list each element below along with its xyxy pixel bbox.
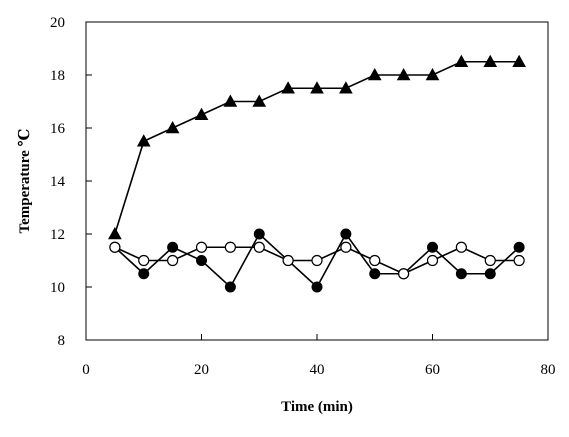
series-layer	[108, 54, 526, 293]
triangle-point	[108, 226, 122, 240]
open-circle-point	[426, 254, 439, 267]
y-tick-label: 8	[58, 333, 66, 349]
open-circle-point	[484, 254, 496, 267]
x-tick-label: 60	[425, 362, 440, 378]
open-circle-point	[455, 241, 467, 253]
filled-circle-point	[311, 281, 323, 293]
triangle-series	[108, 54, 526, 240]
y-tick-label: 14	[50, 174, 66, 190]
open-circle-point	[195, 241, 208, 253]
triangle-point	[454, 54, 469, 68]
triangle-point	[281, 81, 295, 94]
open-circle-point	[253, 241, 265, 253]
filled-circle-point	[455, 268, 467, 280]
open-circle-point	[369, 254, 381, 267]
filled-circle-point	[484, 268, 496, 280]
triangle-point	[425, 67, 440, 81]
open-circle-point	[167, 254, 179, 267]
open-circle-point	[513, 254, 525, 267]
filled-circle-point	[340, 228, 352, 240]
x-tick-label: 80	[541, 362, 556, 378]
triangle-point	[194, 107, 209, 121]
filled-circle-point	[253, 228, 265, 240]
triangle-point	[339, 81, 353, 94]
open-circle-point	[340, 241, 352, 253]
open-circle-point	[282, 254, 294, 267]
open-circle-point	[224, 241, 236, 253]
filled-circle-point	[138, 268, 150, 280]
filled-circle-point	[513, 241, 525, 253]
open-circle-point	[311, 254, 323, 267]
x-tick-label: 0	[82, 362, 90, 378]
y-tick-label: 12	[50, 227, 65, 243]
open-circle-point	[398, 268, 410, 280]
triangle-point	[136, 134, 151, 147]
triangle-point	[252, 94, 267, 107]
filled-circle-point	[224, 281, 236, 293]
filled-circle-point	[427, 241, 438, 253]
y-tick-label: 10	[50, 280, 65, 296]
y-tick-label: 20	[50, 15, 65, 31]
filled-circle-point	[167, 241, 179, 253]
open-circle-point	[109, 241, 121, 253]
ticks-layer: 0 20 40 60 80 8 10 12 14 16 18 20	[50, 15, 556, 378]
open-circle-series	[109, 241, 525, 280]
triangle-point	[483, 54, 498, 68]
open-circle-point	[138, 254, 150, 267]
x-tick-label: 40	[310, 362, 325, 378]
filled-circle-point	[196, 255, 207, 266]
y-axis-title: Temperature ℃	[17, 128, 33, 233]
triangle-point	[396, 67, 411, 81]
y-tick-label: 16	[50, 121, 66, 137]
triangle-point	[512, 54, 526, 68]
x-tick-label: 20	[194, 362, 209, 378]
x-axis-title: Time (min)	[281, 399, 353, 415]
triangle-point	[223, 94, 238, 107]
triangle-point	[367, 67, 382, 81]
filled-circle-point	[369, 268, 381, 280]
y-tick-label: 18	[50, 68, 65, 84]
triangle-point	[310, 81, 324, 94]
triangle-point	[165, 120, 180, 134]
